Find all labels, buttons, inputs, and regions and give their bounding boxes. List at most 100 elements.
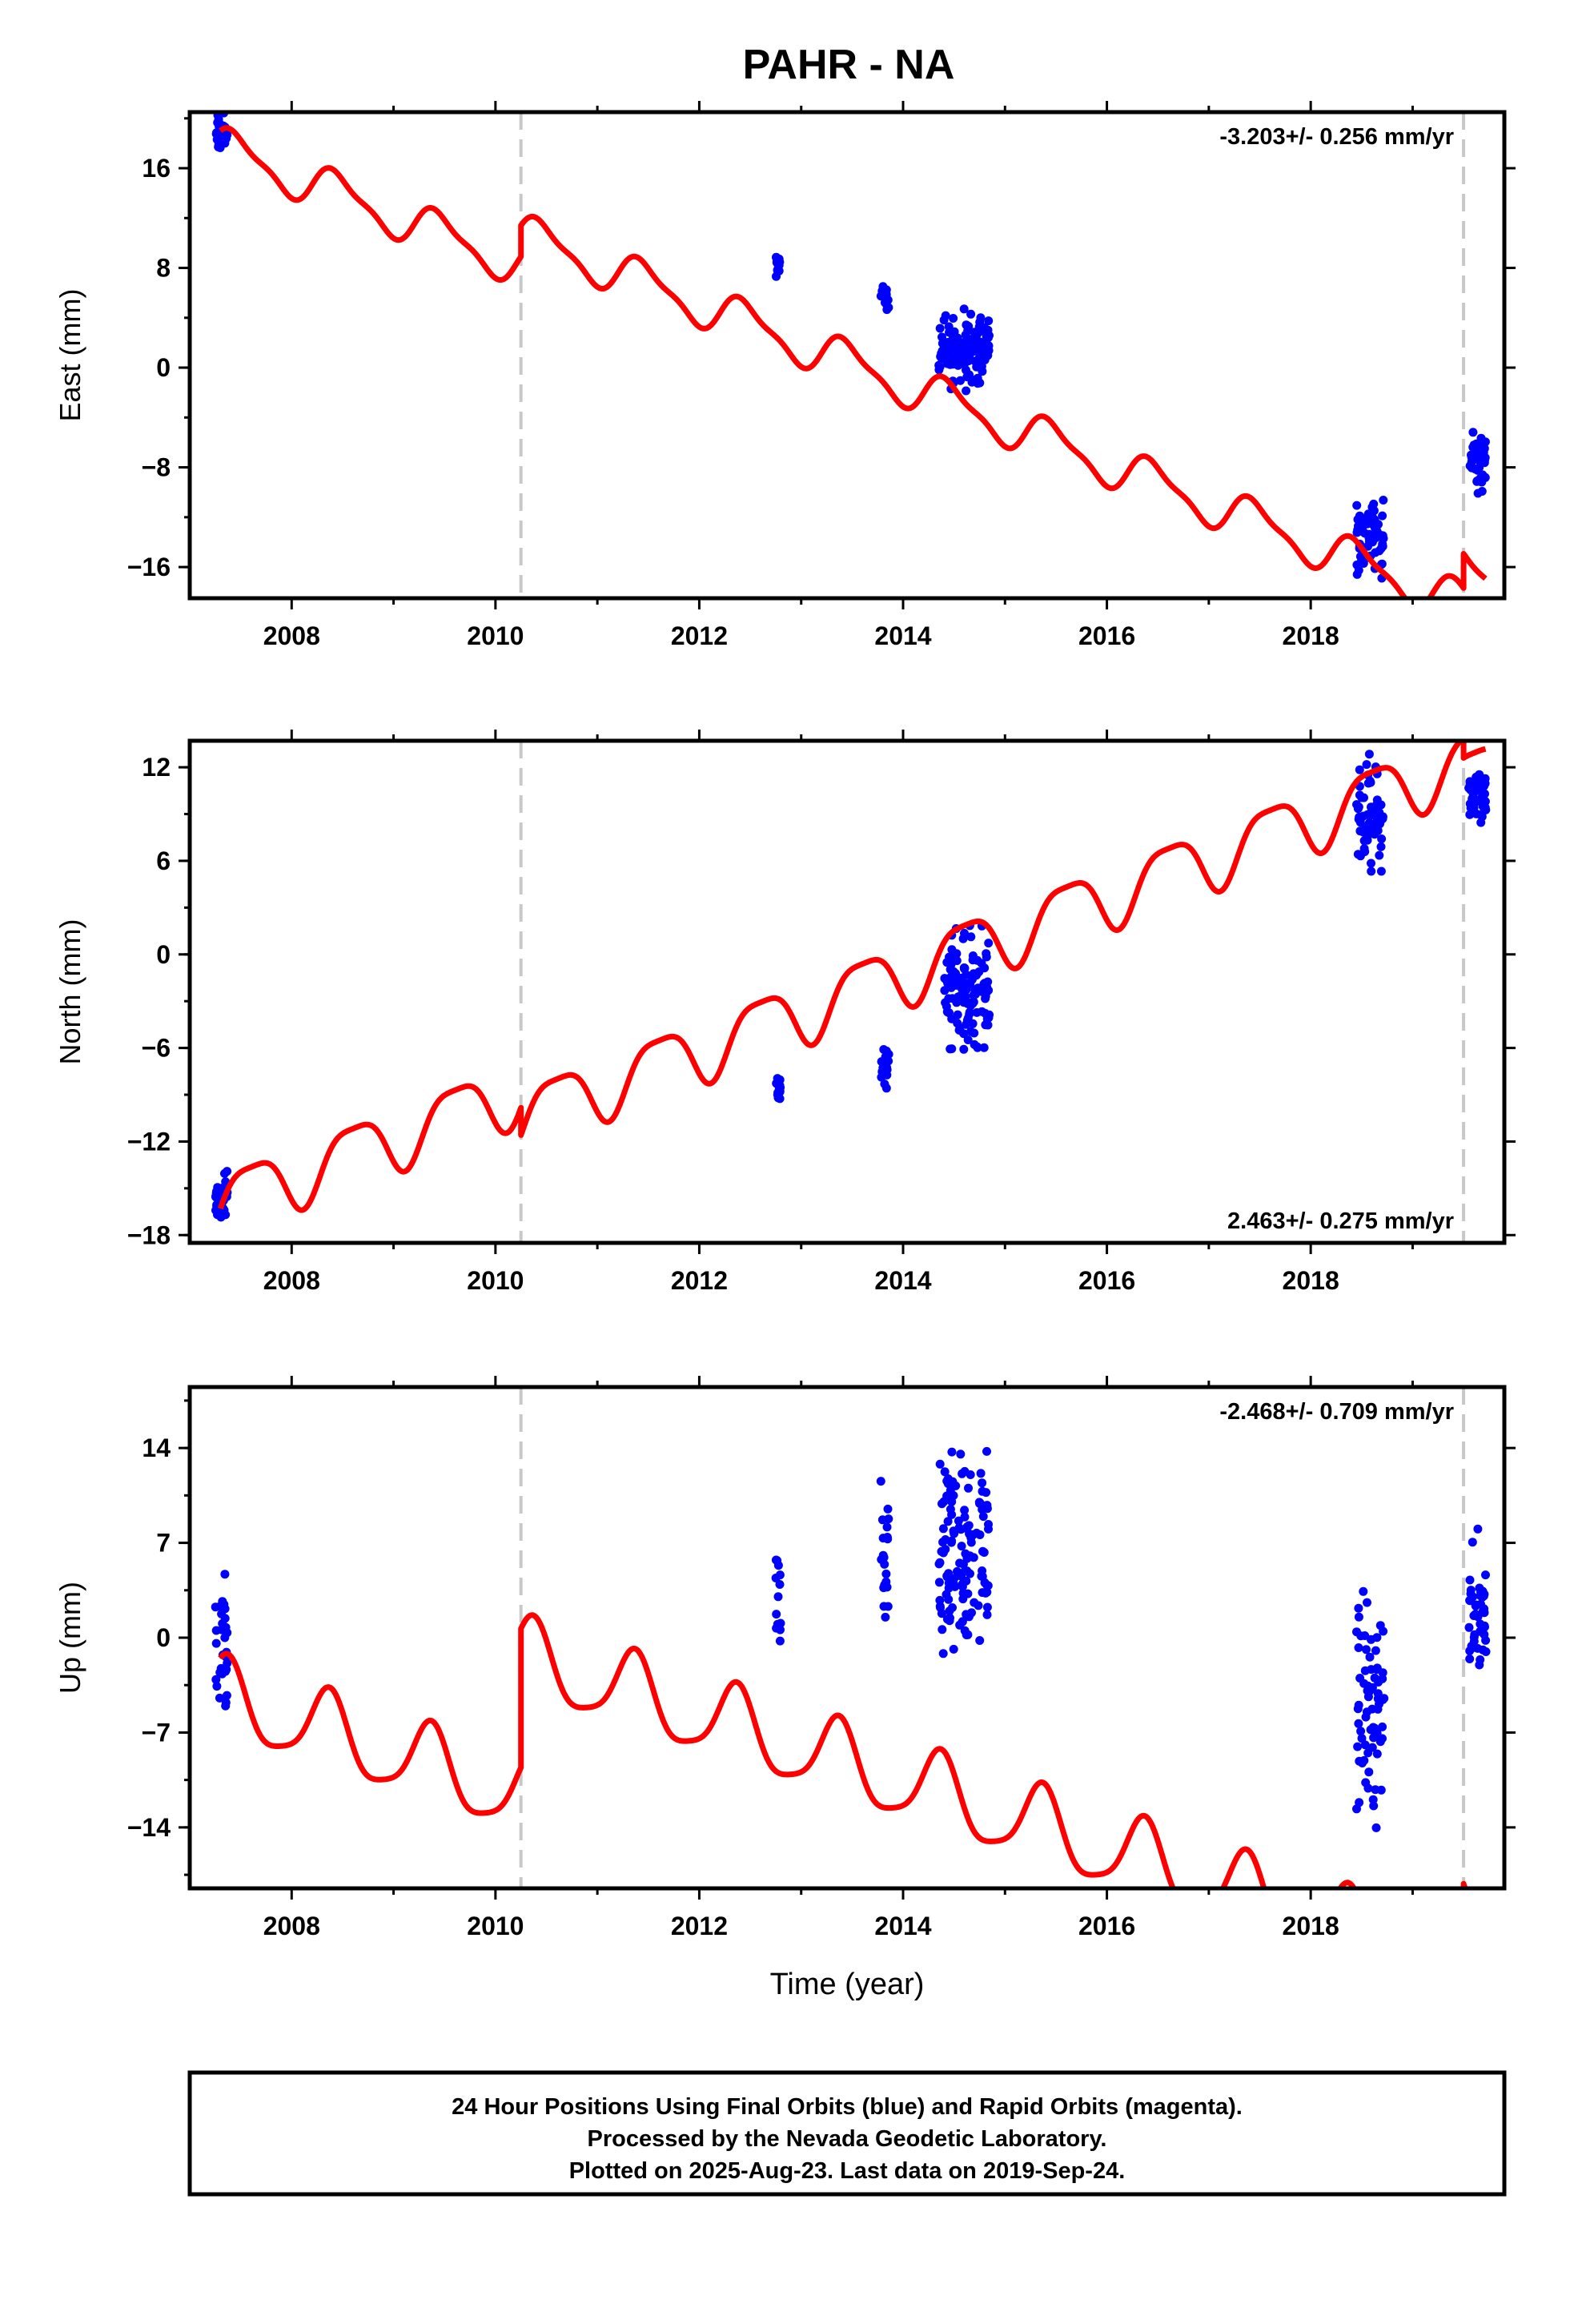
east-data-point [1371, 533, 1381, 542]
up-data-point [975, 1498, 984, 1508]
up-data-point [975, 1530, 985, 1539]
up-data-point [1354, 1612, 1363, 1622]
north-data-point [949, 967, 958, 976]
north-data-point [962, 999, 972, 1008]
north-x-tick-label: 2016 [1078, 1266, 1135, 1295]
east-data-point [1352, 501, 1362, 510]
north-data-point [1468, 799, 1478, 809]
up-data-point [1354, 1719, 1363, 1728]
north-data-point [775, 1094, 785, 1104]
east-rate-label: -3.203+/- 0.256 mm/yr [1219, 124, 1454, 150]
up-data-point [1468, 1538, 1477, 1547]
up-data-point [775, 1580, 785, 1589]
north-data-point [960, 928, 969, 938]
east-data-point [960, 337, 970, 347]
east-data-point [1368, 513, 1378, 523]
up-data-point [951, 1481, 961, 1490]
north-data-point [982, 952, 991, 962]
up-data-point [881, 1612, 890, 1622]
east-data-point [1364, 537, 1374, 546]
up-data-point [1362, 1645, 1371, 1655]
north-frame [187, 738, 1507, 1245]
up-data-point [1473, 1524, 1483, 1534]
up-data-point [877, 1515, 887, 1525]
up-data-point [1465, 1655, 1475, 1663]
east-data-point [772, 252, 781, 262]
up-data-point [773, 1619, 782, 1629]
up-data-point [966, 1538, 976, 1547]
east-data-point [881, 290, 891, 300]
east-data-point [1379, 496, 1388, 505]
up-data-point [937, 1546, 946, 1556]
north-data-point [212, 1187, 221, 1196]
north-data-point [773, 1074, 782, 1084]
east-data-point [1374, 520, 1383, 529]
east-data-point [1476, 433, 1486, 443]
east-data-point [1480, 444, 1489, 453]
up-data-point [1472, 1600, 1481, 1610]
north-data-point [969, 991, 978, 1000]
up-data-point [1379, 1626, 1388, 1636]
north-data-point [1477, 786, 1487, 795]
up-data-point [1375, 1699, 1383, 1709]
east-data-point [963, 326, 973, 336]
east-data-point [1468, 428, 1478, 437]
up-data-point [1364, 1767, 1374, 1777]
up-data-point [1369, 1801, 1379, 1811]
north-data-point [952, 994, 962, 1003]
up-data-point [1378, 1722, 1387, 1731]
north-data-point [879, 1045, 889, 1054]
up-x-tick-label: 2008 [263, 1912, 320, 1940]
up-x-tick-label: 2012 [671, 1912, 728, 1940]
north-x-tick-label: 2018 [1283, 1266, 1339, 1295]
east-y-tick-label: 16 [142, 154, 171, 183]
east-data-point [1364, 529, 1374, 539]
up-data-point [1465, 1575, 1475, 1585]
north-data-point [1378, 814, 1387, 823]
north-y-tick-label: −18 [127, 1220, 171, 1249]
east-data-point [938, 332, 946, 342]
north-data-point [1367, 858, 1375, 868]
east-data-point [945, 328, 954, 337]
north-data-point [973, 1043, 982, 1052]
east-data-point [1377, 542, 1387, 552]
up-data-point [221, 1667, 231, 1676]
north-data-point [1468, 792, 1478, 802]
east-data-point [1369, 499, 1379, 509]
up-data-point [954, 1570, 964, 1580]
up-data-point [935, 1602, 945, 1611]
up-data-point [957, 1542, 966, 1551]
east-data-point [941, 311, 950, 320]
east-frame [187, 110, 1507, 601]
north-data-point [940, 986, 950, 995]
east-data-point [972, 331, 982, 340]
up-data-point [934, 1559, 944, 1569]
footer-frame [187, 2070, 1507, 2197]
east-y-axis-label: East (mm) [54, 289, 86, 422]
up-data-point [938, 1649, 948, 1659]
north-data-point [882, 1070, 892, 1080]
up-data-point [947, 1497, 957, 1506]
up-data-point [1480, 1590, 1489, 1599]
east-data-point [1359, 559, 1368, 568]
north-data-point [1352, 800, 1361, 810]
east-data-point [962, 372, 972, 382]
east-data-point [935, 324, 945, 333]
up-data-point [883, 1504, 893, 1514]
east-data-point [969, 339, 978, 348]
north-data-point [1355, 818, 1365, 827]
east-model-curve [218, 125, 1488, 598]
up-data-point [947, 1447, 957, 1457]
north-data-point [776, 1083, 785, 1092]
north-data-point [1362, 760, 1371, 770]
up-data-point [1473, 1612, 1483, 1622]
up-data-point [1352, 1804, 1361, 1814]
north-data-point [1370, 830, 1379, 839]
east-x-tick-label: 2016 [1078, 621, 1135, 650]
north-data-point [962, 1015, 972, 1025]
north-x-tick-label: 2012 [671, 1266, 728, 1295]
north-data-point [947, 1014, 957, 1023]
up-data-point [1368, 1795, 1378, 1804]
up-y-axis-label: Up (mm) [54, 1582, 86, 1694]
east-data-point [1469, 440, 1479, 450]
